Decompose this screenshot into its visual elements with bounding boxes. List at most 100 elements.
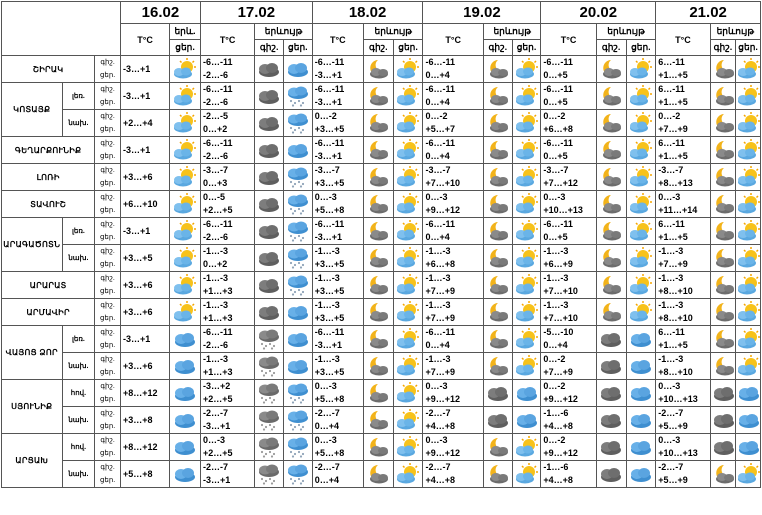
- moon-cloud-icon: [603, 87, 622, 106]
- night-temp: 0…-3: [658, 192, 681, 202]
- day-weather-cell: [283, 271, 313, 299]
- day-weather-cell: [392, 82, 424, 110]
- day-weather-cell: [511, 190, 542, 218]
- temperature-cell: -3…+2 +2…+5: [199, 379, 256, 407]
- cloud-icon: [259, 198, 280, 212]
- temperature-cell: -1…-3 +7…+9: [422, 352, 484, 380]
- night-temp: -3…-7: [202, 165, 228, 175]
- night-weather-cell: [362, 136, 394, 164]
- day-weather-cell: [625, 190, 657, 218]
- night-weather-cell: [254, 244, 284, 272]
- night-weather-cell: [362, 244, 394, 272]
- day-header: ցեր.: [392, 39, 424, 56]
- temperature-cell: -1…-3 +7…+9: [422, 271, 484, 299]
- day-weather-cell: [392, 244, 424, 272]
- night-weather-cell: [254, 136, 284, 164]
- temperature-cell: +3…+6: [119, 271, 171, 299]
- zone-label: հով.: [61, 379, 96, 407]
- day-weather-cell: [625, 109, 657, 137]
- night-temp: -6…-11: [314, 57, 345, 67]
- weather-header: երև.: [169, 23, 201, 40]
- sun-cloud-icon: [397, 328, 420, 349]
- temperature-cell: -2…-7 0…+4: [311, 406, 364, 434]
- cloud-blue-icon: [630, 468, 651, 482]
- day-temp: +4…+8: [543, 421, 573, 431]
- night-label: գիշ.: [100, 248, 115, 255]
- sun-cloud-icon: [397, 166, 420, 187]
- night-temp: -3…-7: [543, 165, 569, 175]
- temperature-cell: -2…-7 +5…+9: [655, 460, 711, 488]
- moon-cloud-icon: [370, 114, 389, 133]
- night-temp: -6…-11: [314, 84, 345, 94]
- day-night-labels: գիշ. ցեր.: [94, 244, 121, 272]
- night-weather-cell: [482, 352, 513, 380]
- day-label: ցեր.: [100, 315, 116, 322]
- sun-cloud-icon: [397, 409, 420, 430]
- day-weather-cell: [392, 190, 424, 218]
- night-label: գիշ.: [100, 302, 115, 309]
- night-weather-cell: [362, 271, 394, 299]
- night-weather-cell: [254, 298, 284, 326]
- night-temp: 6…-11: [658, 57, 685, 67]
- day-weather-cell: [511, 433, 542, 461]
- moon-cloud-icon: [489, 357, 508, 376]
- night-weather-cell: [482, 109, 513, 137]
- day-weather-cell: [169, 379, 201, 407]
- day-weather-cell: [169, 460, 201, 488]
- day-temp: +3…+5: [314, 124, 345, 134]
- sun-cloud-icon: [738, 355, 760, 376]
- temperature-cell: -1…-3 +7…+9: [655, 244, 711, 272]
- temperature-cell: -5…-10 0…+4: [540, 325, 597, 353]
- cloud-icon: [487, 414, 508, 428]
- temperature-cell: 0…-5 +2…+5: [199, 190, 256, 218]
- sun-cloud-icon: [174, 166, 197, 187]
- day-weather-cell: [169, 136, 201, 164]
- day-temp: 0…+3: [202, 178, 228, 188]
- night-temp: -1…-3: [658, 273, 684, 283]
- temperature-cell: -3…-7 +3…+5: [311, 163, 364, 191]
- sun-cloud-icon: [397, 85, 420, 106]
- day-temp: 0…+4: [425, 70, 450, 80]
- temperature-cell: +3…+5: [119, 244, 171, 272]
- night-header: գիշ.: [482, 39, 513, 56]
- day-weather-cell: [511, 244, 542, 272]
- sun-cloud-icon: [738, 139, 760, 160]
- night-temp: 0…-3: [658, 381, 681, 391]
- date-header: 21.02: [655, 1, 761, 24]
- night-label: գիշ.: [100, 113, 115, 120]
- temperature-cell: -2…-7 -3…+1: [199, 460, 256, 488]
- sun-cloud-icon: [397, 220, 420, 241]
- sun-cloud-icon: [629, 166, 652, 187]
- temperature-cell: 0…-2 +9…+12: [540, 379, 597, 407]
- moon-cloud-icon: [489, 168, 508, 187]
- moon-cloud-icon: [489, 303, 508, 322]
- day-temp: +3…+6: [122, 279, 153, 290]
- zone-label: լեռ.: [61, 82, 96, 110]
- sun-cloud-icon: [629, 247, 652, 268]
- night-temp: 0…-3: [425, 381, 448, 391]
- temperature-cell: -1…-6 +4…+8: [540, 460, 597, 488]
- temperature-cell: 0…-3 +9…+12: [422, 379, 484, 407]
- night-weather-cell: [254, 406, 284, 434]
- cloud-icon: [259, 306, 280, 320]
- temperature-cell: -6…-11 -2…-6: [199, 136, 256, 164]
- night-weather-cell: [709, 190, 737, 218]
- moon-cloud-icon: [370, 330, 389, 349]
- day-temp: -2…-6: [202, 97, 228, 107]
- temperature-cell: -3…-7 0…+3: [199, 163, 256, 191]
- cloud-blue-icon: [630, 360, 651, 374]
- day-temp: -3…+1: [122, 333, 151, 344]
- day-weather-cell: [625, 217, 657, 245]
- temperature-cell: 0…-3 +2…+5: [199, 433, 256, 461]
- night-weather-cell: [595, 217, 627, 245]
- moon-cloud-icon: [603, 249, 622, 268]
- day-temp: +7…+9: [658, 259, 688, 269]
- moon-cloud-icon: [715, 465, 734, 484]
- sun-cloud-icon: [174, 58, 197, 79]
- temperature-cell: -1…-6 +4…+8: [540, 406, 597, 434]
- moon-cloud-icon: [715, 195, 734, 214]
- temperature-cell: 0…-3 +5…+8: [311, 433, 364, 461]
- temperature-cell: 6…-11 +1…+5: [655, 217, 711, 245]
- cloud-snow-gray-icon: [259, 464, 280, 485]
- day-weather-cell: [283, 433, 313, 461]
